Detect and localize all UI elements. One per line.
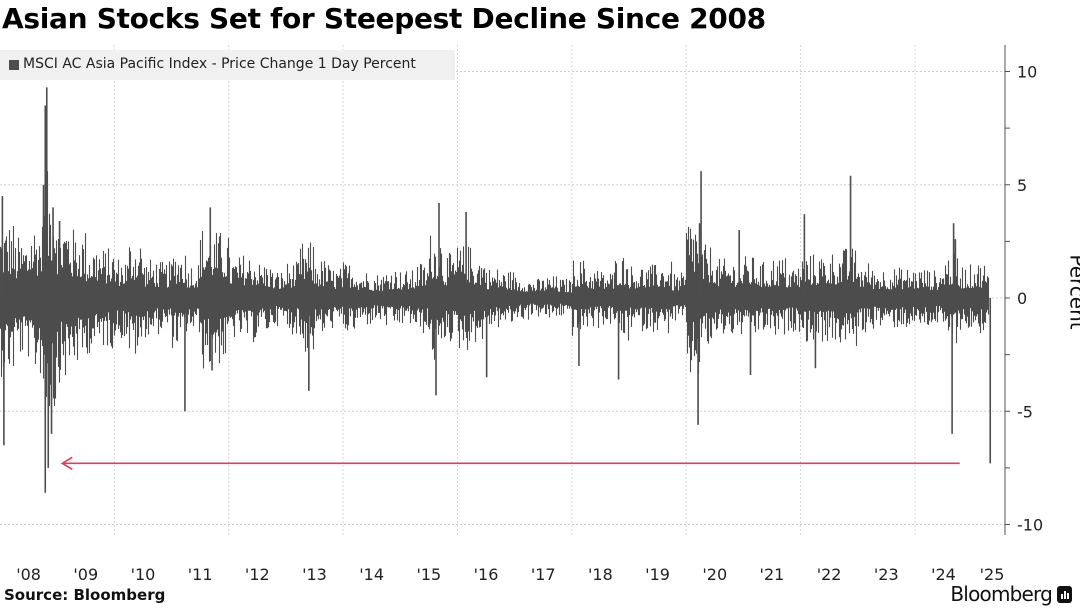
notable-bars — [1, 87, 992, 493]
x-tick-label: '12 — [245, 565, 270, 584]
x-tick-label: '16 — [474, 565, 499, 584]
x-axis: '08 '09 '10 '11 '12 '13 '14 '15 '16 '17 '18 '19 '20 '… — [16, 565, 1004, 584]
y-tick-label: 5 — [1017, 176, 1027, 195]
x-tick-label: '25 — [980, 565, 1005, 584]
x-tick-label: '21 — [760, 565, 785, 584]
y-tick-label: 0 — [1017, 289, 1027, 308]
y-axis-label: Percent — [1065, 254, 1080, 330]
x-tick-label: '08 — [16, 565, 41, 584]
x-tick-label: '17 — [531, 565, 556, 584]
bars — [0, 171, 990, 416]
legend-label: MSCI AC Asia Pacific Index - Price Chang… — [23, 56, 416, 72]
x-tick-label: '15 — [416, 565, 441, 584]
y-tick-label: -10 — [1017, 516, 1043, 535]
legend-swatch — [9, 60, 19, 70]
bloomberg-chart-icon — [1057, 586, 1072, 603]
legend — [0, 50, 455, 80]
x-tick-label: '14 — [359, 565, 384, 584]
y-axis: 10 5 0 -5 -10 — [1004, 45, 1043, 535]
x-tick-label: '11 — [188, 565, 213, 584]
source-note: Source: Bloomberg — [4, 586, 166, 604]
x-tick-label: '19 — [645, 565, 670, 584]
arrow-head — [60, 456, 73, 471]
x-tick-label: '18 — [588, 565, 613, 584]
bloomberg-logo: Bloomberg — [950, 582, 1052, 606]
x-tick-label: '22 — [817, 565, 842, 584]
x-tick-label: '24 — [931, 565, 956, 584]
arrow-annotation — [60, 456, 960, 471]
chart-title: Asian Stocks Set for Steepest Decline Si… — [2, 2, 766, 35]
y-tick-label: 10 — [1017, 63, 1037, 82]
x-tick-label: '20 — [702, 565, 727, 584]
x-tick-label: '10 — [131, 565, 156, 584]
x-tick-label: '09 — [73, 565, 98, 584]
y-tick-label: -5 — [1017, 402, 1033, 421]
x-tick-label: '23 — [874, 565, 899, 584]
x-tick-label: '13 — [302, 565, 327, 584]
